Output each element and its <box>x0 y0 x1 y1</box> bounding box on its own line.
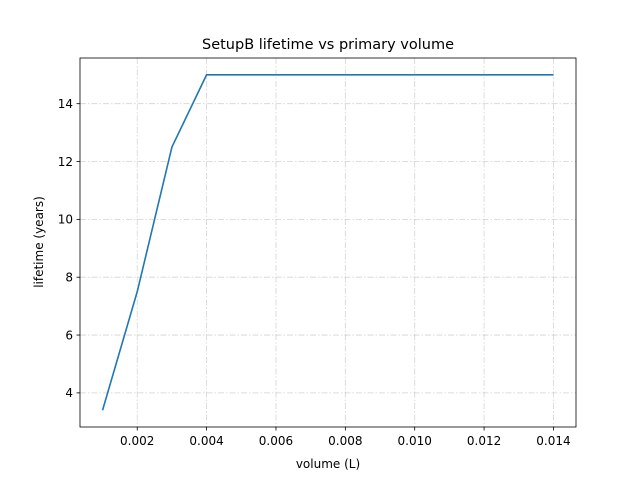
x-axis: 0.002 0.004 0.006 0.008 0.010 0.012 0.014 <box>120 427 571 448</box>
plot-frame <box>79 57 577 428</box>
y-tick-label: 10 <box>58 213 73 227</box>
x-tick-label: 0.004 <box>189 434 223 448</box>
series-line <box>101 73 554 411</box>
x-tick-label: 0.012 <box>467 434 501 448</box>
y-tick-label: 8 <box>65 271 73 285</box>
x-tick-label: 0.006 <box>259 434 293 448</box>
y-axis-label: lifetime (years) <box>32 196 46 288</box>
y-axis: 4 6 8 10 12 14 <box>58 97 80 400</box>
grid <box>80 58 576 427</box>
y-tick-label: 14 <box>58 97 73 111</box>
x-tick-label: 0.014 <box>536 434 570 448</box>
chart-title: SetupB lifetime vs primary volume <box>202 37 454 53</box>
y-tick-label: 12 <box>58 155 73 169</box>
y-tick-label: 6 <box>65 328 73 342</box>
x-tick-label: 0.002 <box>120 434 154 448</box>
series-group <box>101 73 554 411</box>
x-tick-label: 0.008 <box>328 434 362 448</box>
y-tick-label: 4 <box>65 386 73 400</box>
x-tick-label: 0.010 <box>398 434 432 448</box>
x-axis-label: volume (L) <box>296 457 360 471</box>
